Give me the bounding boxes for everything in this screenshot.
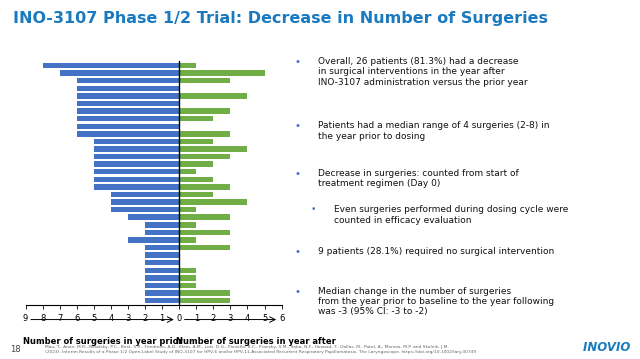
Text: Patients had a median range of 4 surgeries (2-8) in
the year prior to dosing: Patients had a median range of 4 surgeri… [317,121,549,141]
Bar [179,162,213,167]
Bar [179,283,196,288]
Text: •: • [294,57,300,67]
Text: •: • [294,247,300,257]
Text: •: • [294,169,300,179]
Bar [145,267,179,273]
Bar [179,290,230,296]
Bar [128,237,179,243]
Bar [179,245,230,250]
Bar [94,154,179,159]
Bar [179,267,196,273]
Bar [179,207,196,213]
Bar [94,146,179,152]
Bar [179,177,213,182]
Bar [145,230,179,235]
Text: •: • [294,121,300,131]
Text: Overall, 26 patients (81.3%) had a decrease
in surgical interventions in the yea: Overall, 26 patients (81.3%) had a decre… [317,57,527,87]
Bar [145,283,179,288]
Bar [179,93,248,99]
Bar [94,162,179,167]
Bar [77,131,179,136]
Bar [77,101,179,106]
Bar [179,199,248,205]
Text: Even surgeries performed during dosing cycle were
counted in efficacy evaluation: Even surgeries performed during dosing c… [334,205,569,225]
Bar [145,290,179,296]
Bar [145,275,179,281]
Bar [179,298,230,303]
Bar [145,222,179,228]
Bar [179,116,213,121]
Bar [179,192,213,197]
Text: IN⁠⁠⁠OVIO: IN⁠⁠⁠OVIO [583,341,630,354]
Text: Decrease in surgeries: counted from start of
treatment regimen (Day 0): Decrease in surgeries: counted from star… [317,169,518,188]
Bar [111,207,179,213]
Bar [43,63,179,68]
Bar [77,85,179,91]
Text: •: • [294,287,300,297]
Bar [77,93,179,99]
Bar [60,70,179,76]
Bar [179,131,230,136]
Bar [179,230,230,235]
Text: Number of surgeries in year prior: Number of surgeries in year prior [22,337,182,346]
Bar [179,108,230,114]
Text: 18: 18 [10,345,20,354]
Bar [111,192,179,197]
Text: Number of surgeries in year after: Number of surgeries in year after [176,337,336,346]
Bar [179,237,196,243]
Bar [145,245,179,250]
Bar [111,199,179,205]
Bar [179,63,196,68]
Bar [179,214,230,220]
Text: •: • [311,205,316,214]
Bar [179,139,213,144]
Bar [77,116,179,121]
Text: 9 patients (28.1%) required no surgical intervention: 9 patients (28.1%) required no surgical … [317,247,554,256]
Bar [179,70,264,76]
Bar [94,184,179,190]
Bar [77,123,179,129]
Bar [179,146,248,152]
Bar [179,184,230,190]
Bar [179,78,230,84]
Text: INO-3107 Phase 1/2 Trial: Decrease in Number of Surgeries: INO-3107 Phase 1/2 Trial: Decrease in Nu… [13,11,548,26]
Bar [179,222,196,228]
Bar [179,275,196,281]
Text: Mau, T., Amin, M.R., Belafsky, P.C., Best, S.R., Friedman, A.D., Klein, A.M., Lo: Mau, T., Amin, M.R., Belafsky, P.C., Bes… [45,345,476,354]
Bar [179,154,230,159]
Bar [94,169,179,174]
Bar [145,298,179,303]
Bar [94,139,179,144]
Bar [128,214,179,220]
Bar [179,169,196,174]
Bar [145,260,179,265]
Bar [145,252,179,258]
Bar [77,108,179,114]
Bar [94,177,179,182]
Text: Median change in the number of surgeries
from the year prior to baseline to the : Median change in the number of surgeries… [317,287,554,317]
Bar [77,78,179,84]
